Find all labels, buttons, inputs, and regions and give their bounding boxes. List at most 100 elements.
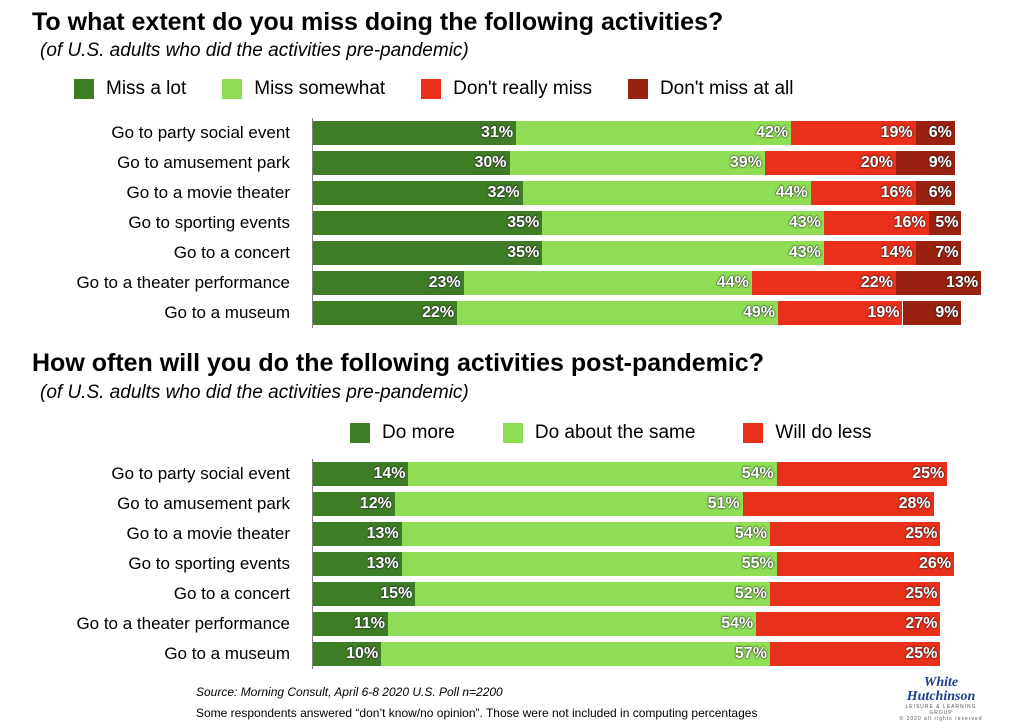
data-label: 28% <box>898 495 931 512</box>
legend-swatch <box>222 79 243 99</box>
legend-swatch <box>350 423 370 443</box>
data-label: 25% <box>905 525 938 542</box>
chart-title: To what extent do you miss doing the fol… <box>32 8 724 36</box>
logo-line-2: Hutchinson <box>906 689 976 704</box>
data-label: 22% <box>422 304 455 321</box>
data-label: 54% <box>741 465 774 482</box>
category-axis-line <box>312 118 313 328</box>
legend-swatch <box>421 79 442 99</box>
data-label: 13% <box>946 274 979 291</box>
bar-segment-do-more <box>313 492 395 516</box>
legend-swatch <box>627 79 648 99</box>
data-label: 9% <box>928 154 952 171</box>
data-label: 14% <box>880 244 913 261</box>
data-label: 13% <box>366 555 399 572</box>
bar-segment-do-more <box>313 582 416 606</box>
bar-segment-do-more <box>313 552 402 576</box>
logo-tagline: LEISURE & LEARNING GROUP <box>905 704 977 716</box>
chart-legend: Do more Do about the same Will do less <box>350 422 871 444</box>
data-label: 44% <box>716 274 749 291</box>
bar-segment-will-do-less <box>769 582 941 606</box>
bar-segment-will-do-less <box>769 522 941 546</box>
data-label: 19% <box>880 124 913 141</box>
chart-legend: Miss a lot Miss somewhat Don't really miss… <box>74 78 793 100</box>
category-label: Go to a museum <box>164 303 290 322</box>
chart-subtitle: (of U.S. adults who did the activities p… <box>40 40 469 61</box>
data-label: 49% <box>743 304 776 321</box>
data-label: 39% <box>729 154 762 171</box>
bar-segment-miss-somewhat <box>463 271 752 295</box>
bar-segment-miss-a-lot <box>313 241 543 265</box>
legend-label: Miss a lot <box>106 78 187 99</box>
data-label: 54% <box>721 615 754 632</box>
bar-segment-don-t-miss-at-all <box>895 271 982 295</box>
bar-segment-don-t-miss-at-all <box>915 121 955 145</box>
footnote: Some respondents answered “don’t know/no… <box>196 706 758 720</box>
category-label: Go to a movie theater <box>126 183 290 202</box>
data-label: 57% <box>734 645 767 662</box>
chart-subtitle: (of U.S. adults who did the activities p… <box>40 382 469 403</box>
bar-segment-don-t-miss-at-all <box>902 301 962 325</box>
data-label: 16% <box>893 214 926 231</box>
data-label: 14% <box>373 465 406 482</box>
category-label: Go to amusement park <box>117 494 290 513</box>
logo-line-1: White <box>923 675 959 690</box>
legend-item-don-t-really-miss: Don't really miss <box>421 78 592 100</box>
bar-segment-miss-a-lot <box>313 301 458 325</box>
legend-item-do-more: Do more <box>350 422 455 444</box>
data-label: 25% <box>912 465 945 482</box>
bar-segment-miss-a-lot <box>313 211 543 235</box>
bar-segment-will-do-less <box>742 492 934 516</box>
bar-segment-don-t-miss-at-all <box>928 211 962 235</box>
data-label: 13% <box>366 525 399 542</box>
bar-segment-do-more <box>313 522 402 546</box>
data-label: 7% <box>935 244 959 261</box>
data-label: 16% <box>880 184 913 201</box>
data-label: 9% <box>935 304 959 321</box>
bar-segment-will-do-less <box>769 642 941 666</box>
bar-segment-miss-a-lot <box>313 181 523 205</box>
bar-segment-do-about-the-same <box>388 612 757 636</box>
data-label: 23% <box>428 274 461 291</box>
data-label: 35% <box>507 244 540 261</box>
bar-segment-will-do-less <box>756 612 941 636</box>
bar-segment-don-t-really-miss <box>751 271 896 295</box>
bar-segment-miss-somewhat <box>522 181 811 205</box>
data-label: 25% <box>905 645 938 662</box>
bar-segment-miss-somewhat <box>457 301 779 325</box>
data-label: 5% <box>935 214 959 231</box>
bar-segment-do-about-the-same <box>381 642 770 666</box>
data-label: 43% <box>788 214 821 231</box>
data-label: 27% <box>905 615 938 632</box>
data-label: 26% <box>919 555 952 572</box>
legend-swatch <box>74 79 94 99</box>
bar-segment-do-about-the-same <box>415 582 770 606</box>
data-label: 31% <box>481 124 514 141</box>
legend-item-don-t-miss-at-all: Don't miss at all <box>627 78 793 100</box>
data-label: 51% <box>707 495 740 512</box>
source-note: Source: Morning Consult, April 6-8 2020 … <box>196 685 503 699</box>
data-label: 44% <box>775 184 808 201</box>
bar-segment-don-t-really-miss <box>791 121 916 145</box>
category-axis-line <box>312 459 313 669</box>
bar-segment-don-t-really-miss <box>823 241 916 265</box>
legend-item-will-do-less: Will do less <box>743 422 871 444</box>
bar-segment-do-more <box>313 462 409 486</box>
data-label: 19% <box>867 304 900 321</box>
data-label: 55% <box>741 555 774 572</box>
category-label: Go to amusement park <box>117 153 290 172</box>
data-label: 22% <box>860 274 893 291</box>
category-label: Go to sporting events <box>128 554 290 573</box>
data-label: 20% <box>860 154 893 171</box>
data-label: 6% <box>928 184 952 201</box>
bar-segment-do-about-the-same <box>408 462 777 486</box>
data-label: 15% <box>380 585 413 602</box>
legend-item-miss-a-lot: Miss a lot <box>74 78 186 100</box>
chart-title: How often will you do the following acti… <box>32 349 764 377</box>
bar-segment-miss-somewhat <box>542 211 824 235</box>
data-label: 30% <box>474 154 507 171</box>
data-label: 35% <box>507 214 540 231</box>
bar-segment-don-t-miss-at-all <box>895 151 955 175</box>
bar-segment-do-more <box>313 612 389 636</box>
data-label: 52% <box>734 585 767 602</box>
